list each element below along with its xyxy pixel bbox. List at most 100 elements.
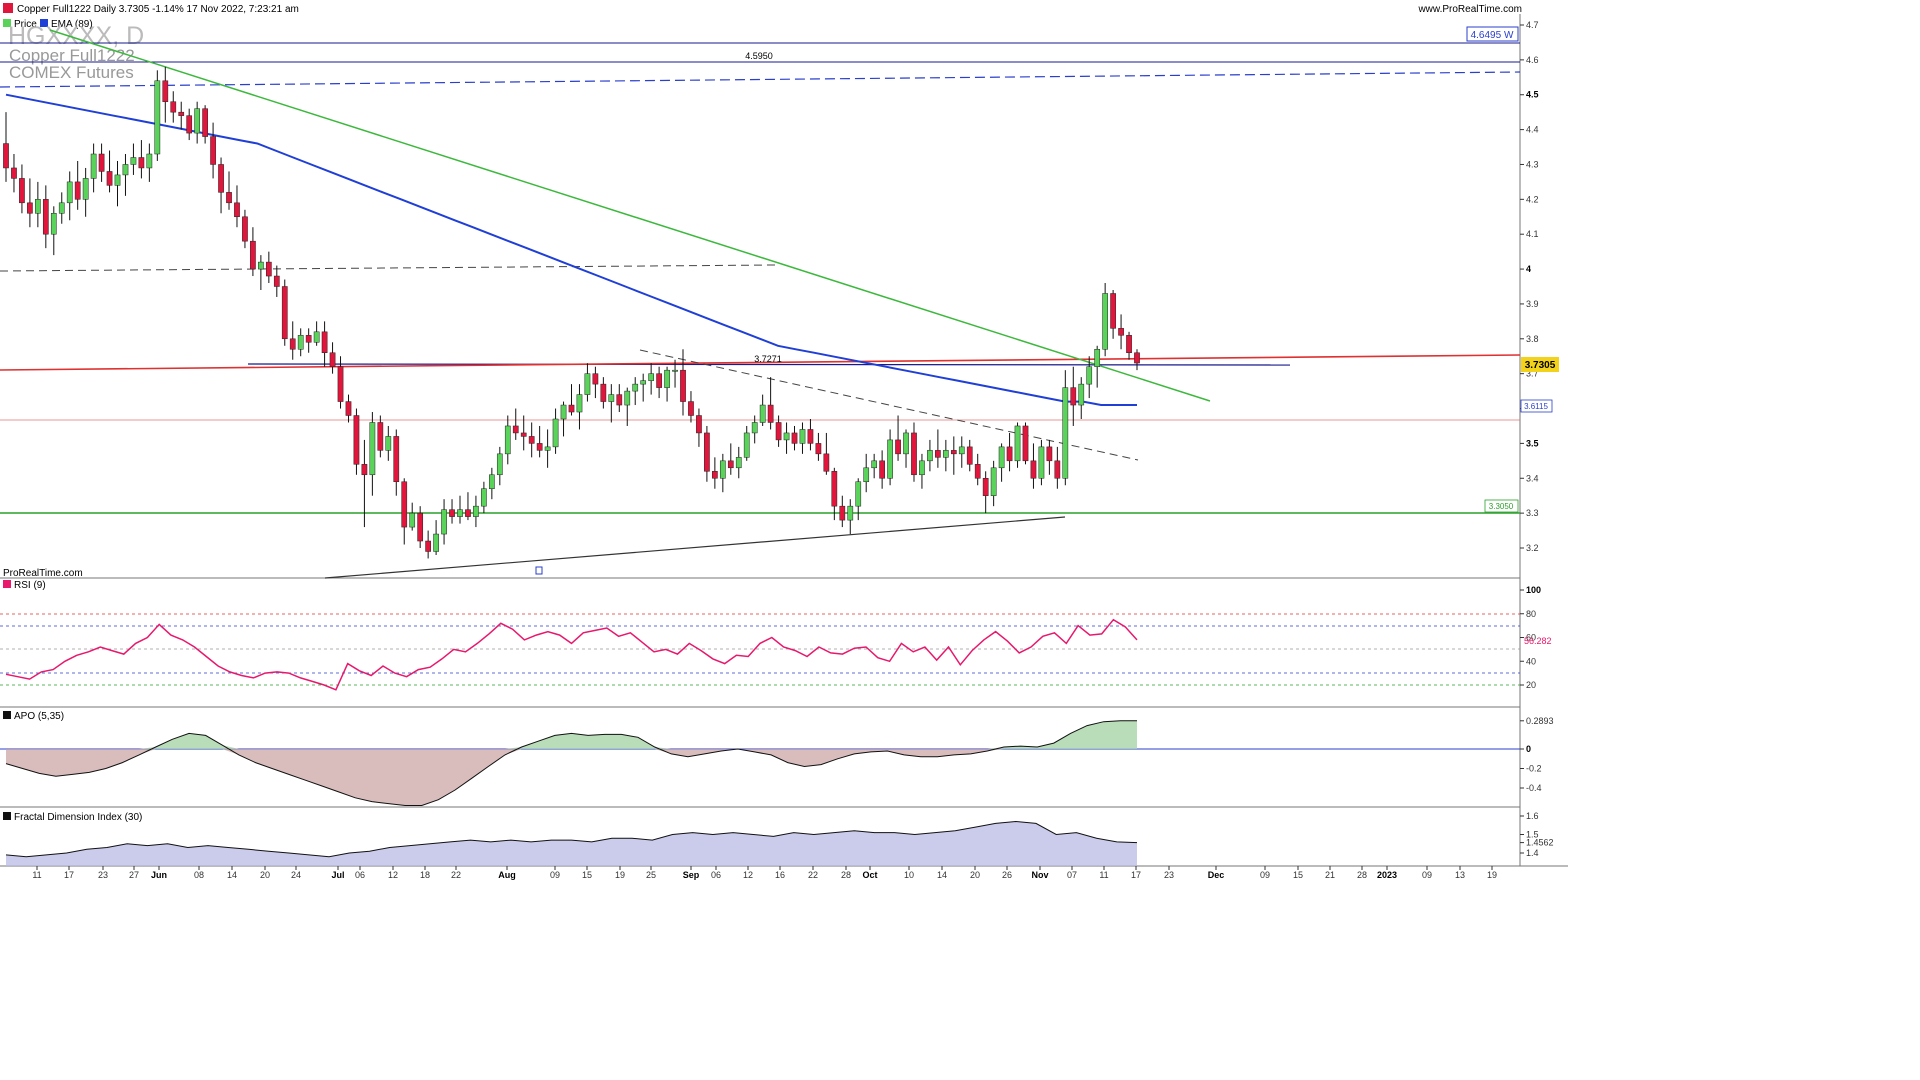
candle-body	[1118, 328, 1124, 336]
price-tick-label: 4.2	[1526, 194, 1539, 204]
rsi-tick-label: 100	[1526, 585, 1541, 595]
date-tick-label: 06	[711, 870, 721, 880]
candle-body	[727, 460, 734, 469]
price-tick-label: 4.3	[1526, 159, 1539, 169]
candle-body	[680, 369, 686, 402]
candle-body	[895, 439, 901, 455]
date-tick-label: 16	[775, 870, 785, 880]
candle-body	[321, 331, 328, 353]
candle-body	[982, 478, 989, 496]
date-tick-label: 26	[1002, 870, 1012, 880]
candle-body	[162, 80, 169, 102]
rsi-pane: RSI (9)	[0, 580, 1520, 691]
candle-body	[481, 488, 487, 507]
date-tick-label: 17	[1131, 870, 1141, 880]
candle-body	[19, 178, 25, 204]
candle-body	[656, 373, 662, 388]
date-axis: 11 17 23 27 Jun 08 14 20 24 Jul 06 12 18 22 Aug 09 15 19 2…	[32, 866, 1497, 880]
apo-pane: APO (5,35)	[0, 711, 1520, 806]
date-tick-label: 22	[451, 870, 461, 880]
candle-body	[42, 199, 49, 235]
candle-body	[855, 481, 862, 507]
date-tick-label: 14	[227, 870, 237, 880]
fdi-tick-label: 1.4562	[1526, 838, 1554, 848]
note-icon[interactable]	[535, 566, 543, 575]
candle-body	[847, 505, 854, 521]
candle-body	[186, 115, 193, 134]
fdi-tick-label: 1.4	[1526, 848, 1539, 858]
date-tick-label: 09	[1422, 870, 1432, 880]
candle-body	[218, 164, 224, 193]
price-legend-label: Price	[14, 19, 37, 30]
candle-body	[950, 450, 957, 455]
candle-body	[1022, 425, 1029, 462]
candle-body	[433, 533, 439, 552]
candle-body	[600, 383, 607, 402]
date-tick-label: 23	[1164, 870, 1174, 880]
candle-body	[544, 446, 551, 451]
candle-body	[568, 404, 575, 413]
candle-body	[863, 467, 870, 483]
candle-body	[234, 202, 240, 218]
apo-tick-label: 0.2893	[1526, 716, 1554, 726]
price-legend-swatch	[3, 19, 11, 27]
candle-body	[74, 181, 81, 200]
candle-body	[504, 425, 511, 455]
candle-body	[823, 453, 830, 472]
candle-body	[1078, 383, 1085, 406]
candle-body	[664, 369, 670, 388]
apo-negative-area	[6, 749, 1137, 806]
price-tick-label: 4	[1526, 264, 1531, 274]
candle-body	[82, 178, 89, 200]
date-tick-label: 08	[194, 870, 204, 880]
price-tick-label: 4.1	[1526, 229, 1539, 239]
candle-body	[441, 509, 447, 535]
price-tick-label: 3.9	[1526, 299, 1539, 309]
date-tick-label: 24	[291, 870, 301, 880]
rsi-tick-label: 20	[1526, 680, 1536, 690]
candle-body	[927, 450, 933, 462]
date-tick-label: 09	[550, 870, 560, 880]
tag-ema-box	[1520, 399, 1553, 413]
candle-body	[449, 509, 455, 517]
candle-body	[35, 199, 41, 214]
candle-body	[1070, 387, 1077, 406]
watermark: ProRealTime.com	[3, 568, 83, 579]
date-tick-label: Dec	[1208, 870, 1225, 880]
candle-body	[425, 540, 431, 552]
level-4595-label: 4.5950	[745, 51, 773, 61]
date-tick-label: 07	[1067, 870, 1077, 880]
date-tick-label: 27	[129, 870, 139, 880]
date-tick-label: 13	[1455, 870, 1465, 880]
candle-body	[50, 213, 57, 235]
candle-body	[496, 453, 503, 476]
candle-body	[799, 429, 806, 444]
candle-body	[1102, 293, 1108, 350]
candle-body	[297, 335, 304, 350]
candle-body	[353, 415, 360, 465]
candle-body	[520, 432, 527, 437]
site-link[interactable]: www.ProRealTime.com	[1417, 4, 1522, 15]
candle-body	[202, 108, 208, 137]
date-tick-label: Sep	[683, 870, 700, 880]
dashed-4-level	[0, 264, 776, 272]
candle-body	[417, 512, 424, 542]
apo-line	[5, 720, 1138, 806]
candle-body	[250, 240, 256, 270]
chart-canvas[interactable]: Copper Full1222 Daily 3.7305 -1.14% 17 N…	[0, 0, 1568, 882]
date-tick-label: 25	[646, 870, 656, 880]
price-tick-label: 3.4	[1526, 473, 1539, 483]
date-tick-label: 21	[1325, 870, 1335, 880]
rsi-legend-swatch	[3, 580, 11, 588]
fdi-pane: Fractal Dimension Index (30)	[3, 812, 1138, 866]
legend: Price EMA (89)	[3, 19, 93, 30]
candle-body	[775, 422, 782, 441]
candle-body	[648, 373, 654, 381]
date-tick-label: Jun	[151, 870, 167, 880]
price-tick-label: 4.4	[1526, 125, 1539, 135]
candle-body	[1126, 335, 1132, 353]
date-tick-label: 15	[582, 870, 592, 880]
candle-body	[998, 446, 1005, 469]
rsi-title: RSI (9)	[14, 580, 46, 591]
candle-body	[457, 509, 463, 517]
